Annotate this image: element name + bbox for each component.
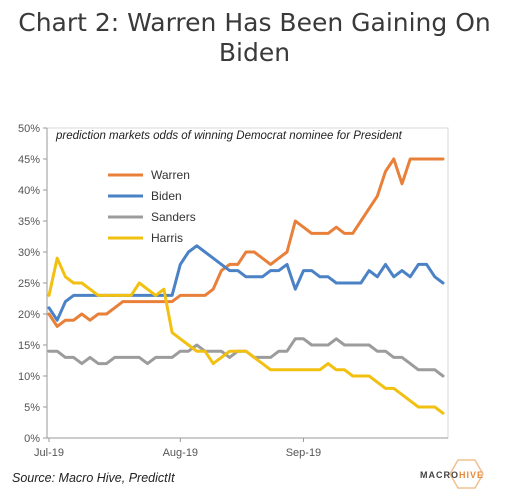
x-tick-label: Jul-19 <box>34 447 64 459</box>
logo-text-macro: MACRO <box>420 470 459 480</box>
y-tick-label: 5% <box>24 402 40 414</box>
source-note: Source: Macro Hive, PredictIt <box>12 471 175 485</box>
x-tick-label: Sep-19 <box>286 447 321 459</box>
y-tick-label: 45% <box>18 154 40 166</box>
series-line-warren <box>47 157 445 328</box>
legend-label-biden: Biden <box>151 189 182 203</box>
series-line-harris <box>47 256 445 415</box>
y-tick-label: 20% <box>18 309 40 321</box>
y-tick-label: 30% <box>18 247 40 259</box>
axes-group: 0% 5% 10% 15% 20% 25% 30% 35% 40% 45% 50% Jul-19 Aug… <box>18 123 449 459</box>
legend-label-warren: Warren <box>151 168 190 182</box>
x-tick-label: Aug-19 <box>163 447 198 459</box>
plot-frame <box>46 127 449 439</box>
y-tick-label: 50% <box>18 123 40 135</box>
chart-title: Chart 2: Warren Has Been Gaining On Biden <box>0 8 509 68</box>
series-lines-group <box>47 157 445 415</box>
chart-title-line-1: Chart 2: Warren Has Been Gaining On <box>18 8 491 37</box>
y-tick-label: 10% <box>18 371 40 383</box>
chart-subtitle: prediction markets odds of winning Democ… <box>55 130 403 142</box>
legend-label-sanders: Sanders <box>151 210 196 224</box>
chart-title-line-2: Biden <box>218 38 291 67</box>
logo-text: MACROHIVE <box>420 470 484 480</box>
legend-label-harris: Harris <box>151 231 183 245</box>
y-tick-label: 40% <box>18 185 40 197</box>
y-tick-label: 0% <box>24 433 40 445</box>
legend: Warren Biden Sanders Harris <box>108 168 196 245</box>
y-tick-label: 35% <box>18 216 40 228</box>
logo-text-hive: HIVE <box>459 470 485 480</box>
y-tick-label: 25% <box>18 278 40 290</box>
macro-hive-logo: MACROHIVE <box>420 456 500 496</box>
y-tick-label: 15% <box>18 340 40 352</box>
series-line-sanders <box>47 337 445 378</box>
series-line-biden <box>47 244 445 322</box>
